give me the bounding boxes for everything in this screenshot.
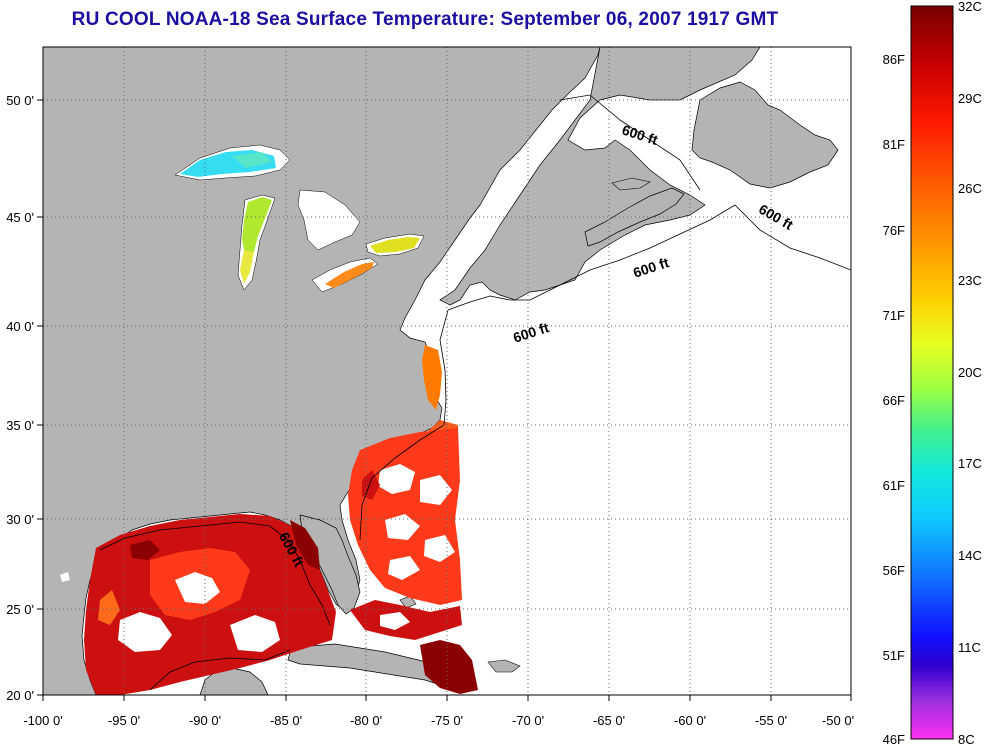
great-lakes [174, 144, 425, 293]
colorbar-fahrenheit-label: 66F [883, 393, 905, 408]
colorbar-celsius-label: 8C [958, 732, 975, 747]
lon-tick-label: -65 0' [593, 713, 625, 728]
lat-tick-label: 40 0' [6, 319, 34, 334]
lat-tick-labels: 20 0' 25 0' 30 0' 35 0' 40 0' 45 0' 50 0… [6, 93, 34, 703]
land-newfoundland [691, 81, 839, 189]
land-canada-east [439, 47, 761, 306]
lake-michigan-sst [242, 197, 272, 258]
colorbar-celsius-label: 29C [958, 91, 982, 106]
lat-tick-label: 30 0' [6, 512, 34, 527]
lat-tick-label: 50 0' [6, 93, 34, 108]
colorbar-celsius-label: 23C [958, 273, 982, 288]
map-title: RU COOL NOAA-18 Sea Surface Temperature:… [71, 9, 779, 30]
lake-ontario-sst [370, 237, 420, 253]
lon-tick-label: -70 0' [512, 713, 544, 728]
land-pei [611, 177, 651, 191]
depth-contour-600ft [99, 94, 851, 691]
map-plot-area: 600 ft 600 ft 600 ft 600 ft 600 ft [43, 47, 851, 695]
colorbar-celsius-label: 11C [958, 640, 981, 655]
lake-michigan-sst-2 [240, 250, 254, 284]
lon-tick-label: -60 0' [674, 713, 706, 728]
sst-atlantic-coast [348, 345, 462, 605]
colorbar-celsius-label: 17C [958, 456, 982, 471]
sst-gulf-of-mexico [60, 514, 336, 695]
lon-tick-label: -85 0' [270, 713, 302, 728]
colorbar-celsius-label: 26C [958, 181, 982, 196]
lon-tick-labels: -100 0' -95 0' -90 0' -85 0' -80 0' -75 … [23, 713, 854, 728]
colorbar-fahrenheit-label: 86F [883, 52, 905, 67]
lon-tick-label: -80 0' [350, 713, 382, 728]
lat-tick-label: 45 0' [6, 210, 34, 225]
land-yucatan [199, 667, 269, 695]
lon-tick-label: -50 0' [822, 713, 854, 728]
colorbar-celsius-label: 20C [958, 365, 982, 380]
lon-tick-label: -100 0' [23, 713, 62, 728]
lon-tick-label: -90 0' [189, 713, 221, 728]
colorbar-fahrenheit-label: 76F [883, 223, 905, 238]
lake-superior-sst-2 [232, 152, 272, 168]
colorbar-fahrenheit-label: 51F [883, 648, 905, 663]
land-nova-scotia [584, 187, 685, 247]
colorbar-fahrenheit-label: 46F [883, 732, 905, 747]
lat-tick-label: 35 0' [6, 418, 34, 433]
lat-tick-label: 25 0' [6, 602, 34, 617]
colorbar-fahrenheit-label: 56F [883, 563, 905, 578]
map-grid [43, 47, 851, 695]
colorbar-fahrenheit-label: 81F [883, 137, 905, 152]
lon-tick-label: -95 0' [108, 713, 140, 728]
lat-tick-label: 20 0' [6, 688, 34, 703]
lon-tick-label: -55 0' [755, 713, 787, 728]
axis-ticks [37, 99, 852, 701]
land-hispaniola [487, 659, 521, 673]
lake-huron [297, 189, 361, 251]
colorbar-fahrenheit-label: 61F [883, 478, 905, 493]
colorbar: 32C 29C 26C 23C 20C 17C 14C 11C 8C 86F 8… [883, 0, 982, 747]
colorbar-celsius-label: 14C [958, 548, 982, 563]
colorbar-scale [910, 5, 954, 740]
lon-tick-label: -75 0' [431, 713, 463, 728]
colorbar-fahrenheit-label: 71F [883, 308, 905, 323]
sst-caribbean [350, 600, 478, 694]
colorbar-celsius-label: 32C [958, 0, 982, 14]
lake-erie-sst [325, 262, 374, 288]
